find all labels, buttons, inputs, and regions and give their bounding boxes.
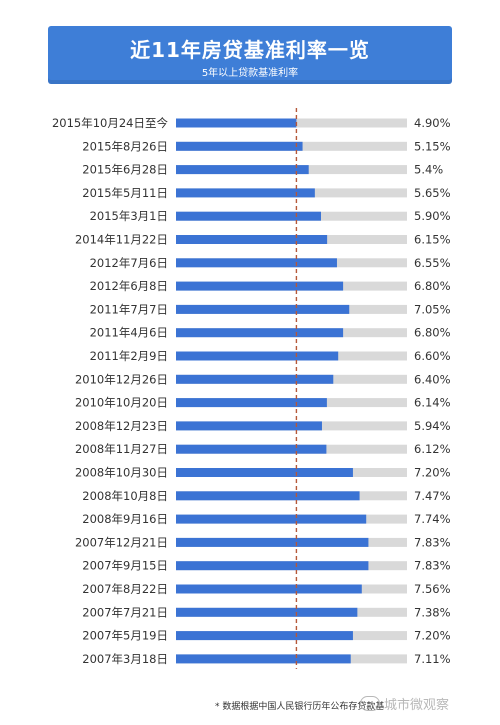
watermark: 城市微观察	[360, 694, 449, 713]
bar	[176, 235, 328, 244]
category-label: 2010年10月20日	[75, 396, 168, 410]
bar	[176, 584, 362, 594]
bar	[176, 468, 353, 477]
bar	[176, 118, 297, 128]
value-label: 7.38%	[414, 605, 451, 619]
category-label: 2008年10月30日	[75, 466, 168, 480]
bar	[176, 188, 315, 198]
bar	[176, 165, 309, 175]
bar	[176, 141, 303, 151]
value-label: 5.90%	[414, 209, 451, 223]
category-label: 2010年12月26日	[75, 372, 168, 386]
value-label: 6.55%	[414, 256, 451, 270]
value-label: 7.20%	[414, 629, 451, 643]
category-label: 2007年8月22日	[82, 582, 168, 596]
bar	[176, 421, 322, 431]
bar	[176, 491, 360, 501]
value-label: 5.65%	[414, 186, 451, 200]
bar	[176, 654, 351, 664]
value-label: 4.90%	[414, 116, 451, 130]
value-label: 6.12%	[414, 442, 451, 456]
bar	[176, 374, 334, 384]
bar	[176, 258, 337, 268]
value-label: 6.80%	[414, 279, 451, 293]
title-banner: 近11年房贷基准利率一览 5年以上贷款基准利率	[48, 26, 452, 84]
category-label: 2014年11月22日	[75, 233, 168, 247]
value-label: 5.94%	[414, 419, 451, 433]
category-label: 2008年9月16日	[82, 512, 168, 526]
value-label: 6.15%	[414, 233, 451, 247]
bar	[176, 211, 321, 221]
category-label: 2011年7月7日	[90, 302, 168, 316]
bar	[176, 607, 358, 617]
category-label: 2011年2月9日	[90, 349, 168, 363]
wechat-icon	[360, 696, 380, 711]
chart-subtitle: 5年以上贷款基准利率	[201, 68, 299, 79]
value-label: 6.14%	[414, 396, 451, 410]
category-label: 2012年7月6日	[90, 256, 168, 270]
bar	[176, 444, 327, 454]
value-label: 7.56%	[414, 582, 451, 596]
category-label: 2008年10月8日	[82, 489, 168, 503]
category-label: 2015年3月1日	[90, 209, 168, 223]
chart-title: 近11年房贷基准利率一览	[130, 38, 370, 62]
bar	[176, 398, 327, 408]
category-label: 2012年6月8日	[90, 279, 168, 293]
category-label: 2007年3月18日	[82, 652, 168, 666]
value-label: 7.83%	[414, 559, 451, 573]
value-label: 7.74%	[414, 512, 451, 526]
category-label: 2015年10月24日至今	[52, 116, 169, 130]
value-label: 7.05%	[414, 302, 451, 316]
category-label: 2015年6月28日	[82, 163, 168, 177]
footnote: * 数据根据中国人民银行历年公布存贷款基	[215, 702, 385, 712]
value-label: 6.60%	[414, 349, 451, 363]
value-label: 5.4%	[414, 163, 443, 177]
category-label: 2015年5月11日	[82, 186, 168, 200]
value-label: 6.80%	[414, 326, 451, 340]
category-label: 2007年12月21日	[75, 535, 168, 549]
category-label: 2011年4月6日	[90, 326, 168, 340]
bar	[176, 351, 339, 361]
category-label: 2008年11月27日	[75, 442, 168, 456]
value-label: 7.20%	[414, 466, 451, 480]
bar	[176, 304, 350, 314]
value-label: 7.47%	[414, 489, 451, 503]
category-label: 2007年5月19日	[82, 629, 168, 643]
watermark-text: 城市微观察	[384, 698, 450, 713]
category-label: 2008年12月23日	[75, 419, 168, 433]
bar	[176, 537, 369, 547]
bar	[176, 281, 344, 291]
bar	[176, 514, 367, 524]
category-label: 2007年7月21日	[82, 605, 168, 619]
category-label: 2007年9月15日	[82, 559, 168, 573]
value-label: 5.15%	[414, 139, 451, 153]
value-label: 7.83%	[414, 535, 451, 549]
bar	[176, 631, 353, 641]
bar	[176, 328, 344, 338]
value-label: 6.40%	[414, 372, 451, 386]
value-label: 7.11%	[414, 652, 451, 666]
category-label: 2015年8月26日	[82, 139, 168, 153]
bar	[176, 561, 369, 571]
